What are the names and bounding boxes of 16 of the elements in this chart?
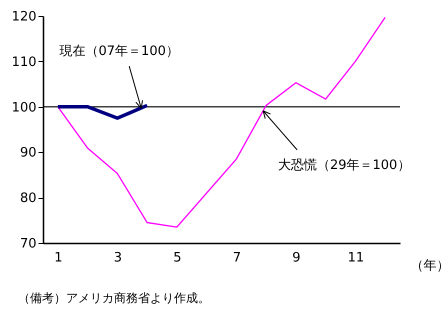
- y-tick-label: 120: [12, 10, 36, 24]
- annotation: 大恐慌（29年＝100）: [278, 158, 410, 173]
- x-tick-label: 7: [232, 250, 242, 266]
- y-tick-label: 100: [12, 100, 36, 116]
- annotation: 現在（07年＝100）: [59, 44, 179, 60]
- y-tick-label: 80: [20, 191, 36, 206]
- x-tick-label: 3: [114, 250, 122, 266]
- x-tick-label: 11: [348, 250, 364, 266]
- x-tick-label: 9: [292, 250, 301, 266]
- x-tick-label: 1: [54, 250, 63, 266]
- y-tick-label: 90: [20, 146, 36, 161]
- y-tick-label: 110: [12, 54, 36, 70]
- x-axis-title: （年）: [410, 258, 446, 274]
- x-tick-label: 5: [173, 250, 182, 266]
- y-tick-label: 70: [20, 236, 36, 252]
- text: （備考）アメリカ商務省より作成。: [18, 291, 210, 305]
